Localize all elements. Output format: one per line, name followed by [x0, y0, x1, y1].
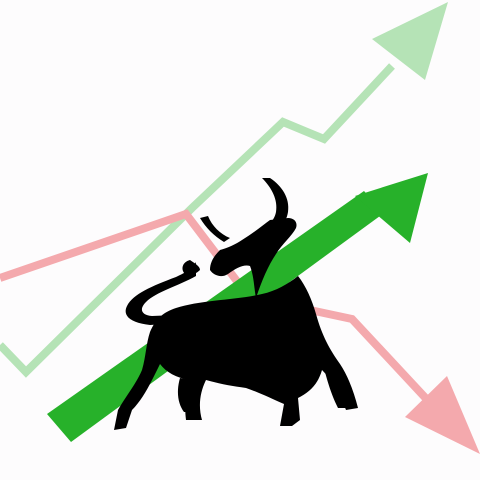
bull-horn-left — [200, 216, 230, 242]
bull-hind-leg — [177, 378, 196, 412]
bull-body — [114, 276, 358, 430]
bull-head — [210, 218, 297, 298]
bull-tail — [125, 262, 196, 325]
bull-silhouette-icon — [114, 178, 358, 430]
falling-arrowhead — [405, 376, 480, 454]
bull-tail-tuft — [182, 260, 200, 276]
light-rising-arrowhead — [372, 2, 448, 80]
bull-horn-right — [258, 178, 289, 236]
bull-front-leg — [324, 366, 350, 408]
light-rising-arrow-icon — [0, 2, 448, 378]
light-rising-trend-line — [0, 63, 395, 378]
rising-arrowhead — [355, 173, 428, 243]
